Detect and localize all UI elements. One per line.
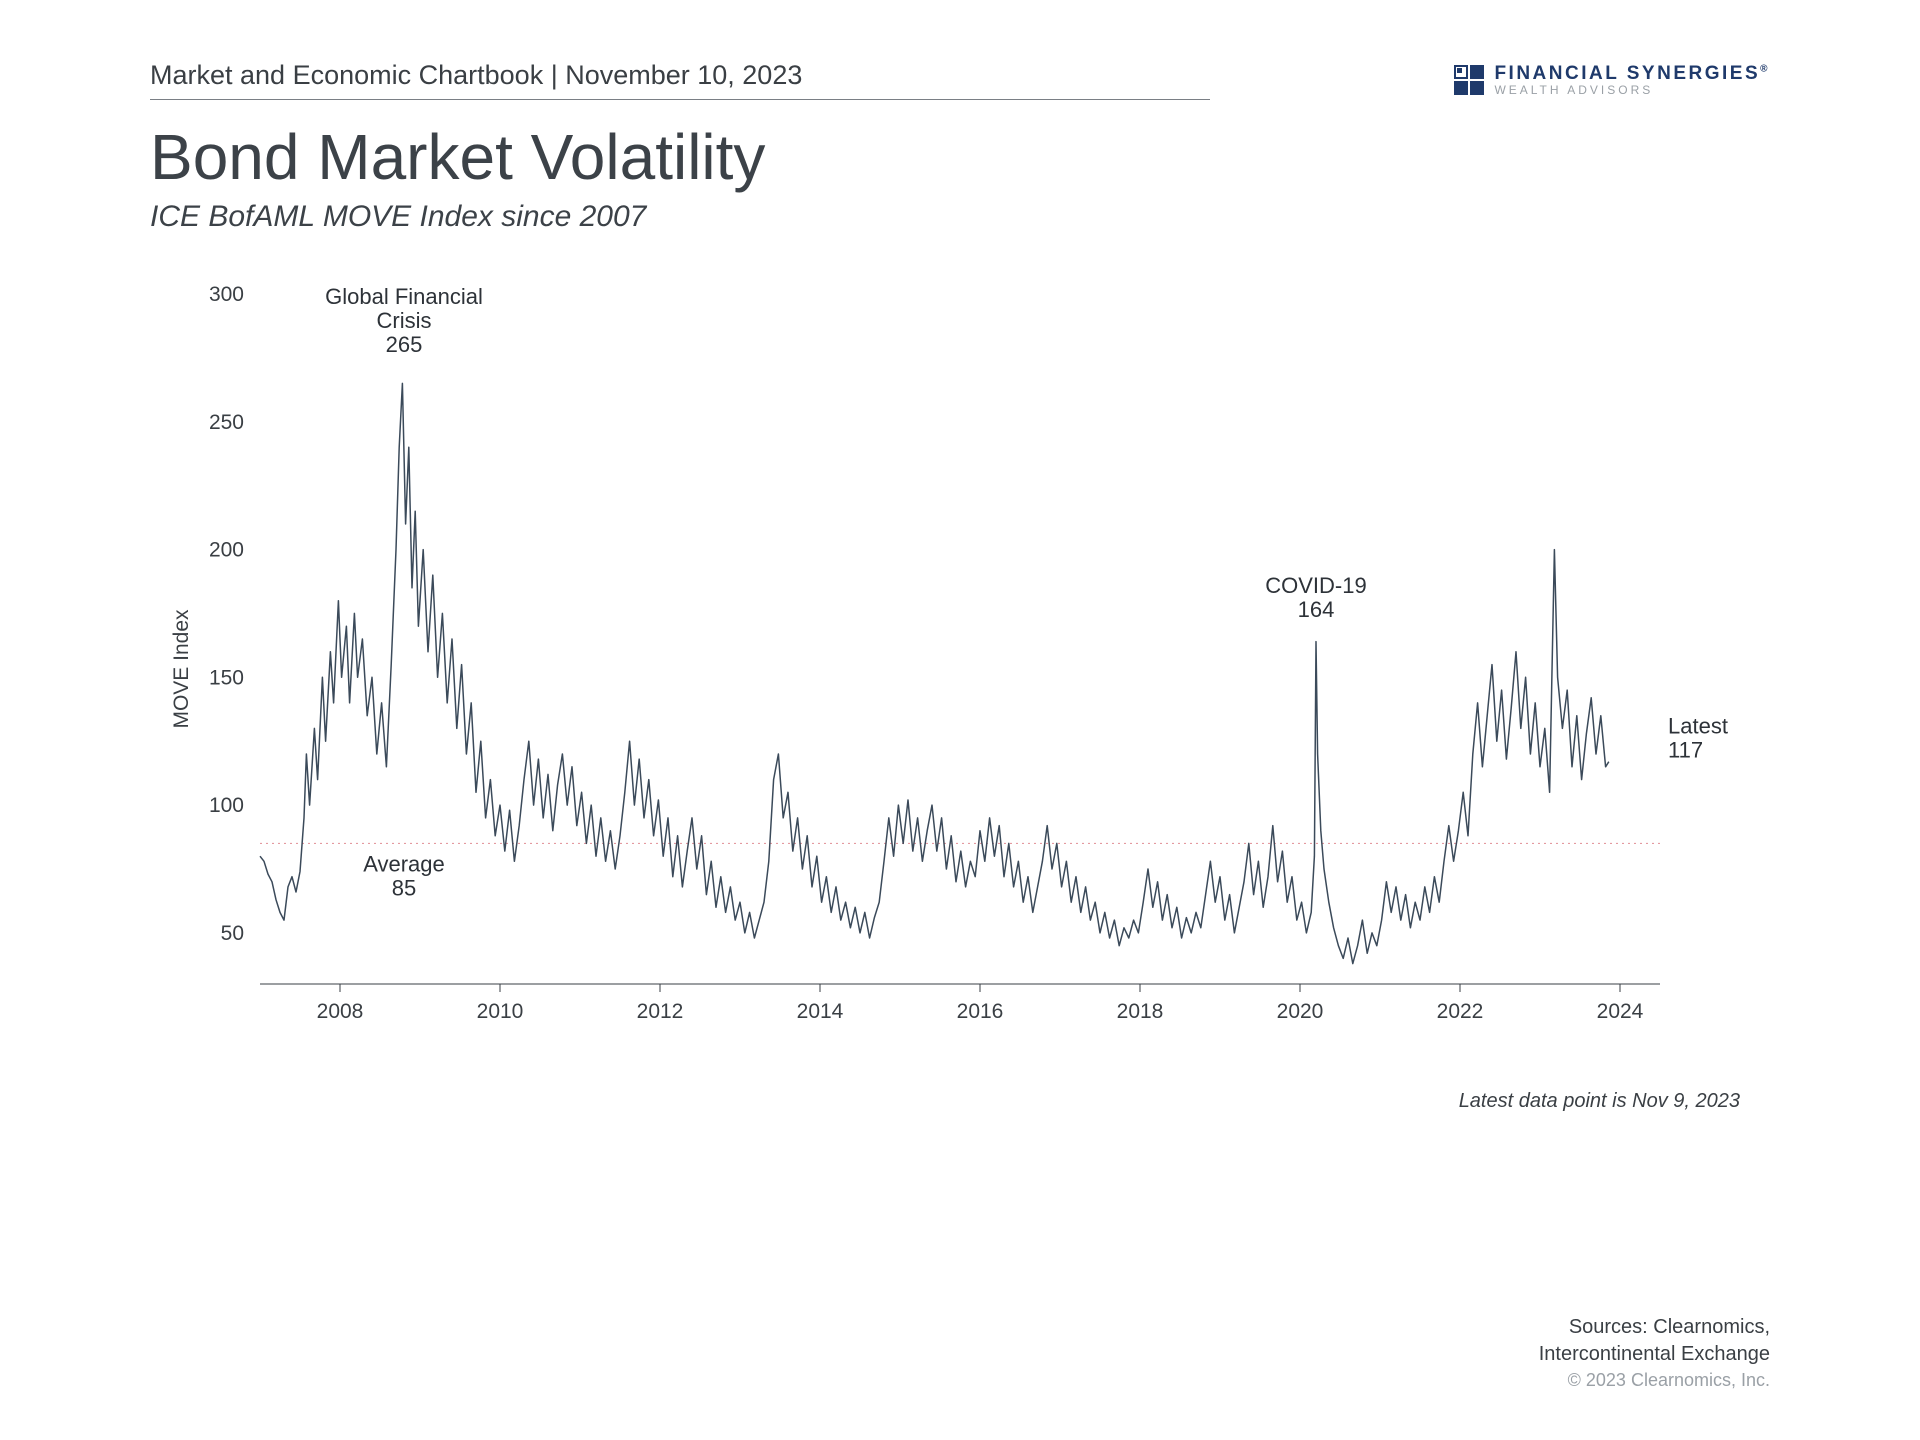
chart-title: Bond Market Volatility bbox=[150, 120, 1770, 194]
svg-text:85: 85 bbox=[392, 875, 416, 900]
svg-text:2008: 2008 bbox=[317, 1000, 364, 1023]
svg-text:164: 164 bbox=[1298, 597, 1335, 622]
svg-text:250: 250 bbox=[209, 411, 244, 434]
svg-text:MOVE Index: MOVE Index bbox=[170, 609, 193, 729]
svg-text:2020: 2020 bbox=[1277, 1000, 1324, 1023]
logo-mark-icon bbox=[1454, 65, 1484, 95]
svg-text:Average: Average bbox=[363, 851, 445, 876]
copyright: © 2023 Clearnomics, Inc. bbox=[1539, 1368, 1770, 1392]
sources-line1: Sources: Clearnomics, bbox=[1539, 1314, 1770, 1341]
chartbook-header: Market and Economic Chartbook | November… bbox=[150, 60, 1454, 91]
svg-text:2022: 2022 bbox=[1437, 1000, 1484, 1023]
sources-line2: Intercontinental Exchange bbox=[1539, 1341, 1770, 1368]
svg-text:200: 200 bbox=[209, 539, 244, 562]
svg-text:150: 150 bbox=[209, 666, 244, 689]
svg-text:100: 100 bbox=[209, 794, 244, 817]
header: Market and Economic Chartbook | November… bbox=[150, 60, 1770, 100]
logo-reg: ® bbox=[1760, 64, 1770, 75]
svg-text:2018: 2018 bbox=[1117, 1000, 1164, 1023]
logo-tagline: WEALTH ADVISORS bbox=[1494, 84, 1770, 97]
chart-subtitle: ICE BofAML MOVE Index since 2007 bbox=[150, 200, 1770, 234]
svg-text:Crisis: Crisis bbox=[377, 308, 432, 333]
svg-text:2010: 2010 bbox=[477, 1000, 524, 1023]
volatility-chart: 50 100 150 200 250 300 MOVE Index 2008 2010 2012 2… bbox=[150, 264, 1770, 1054]
svg-text:2024: 2024 bbox=[1597, 1000, 1644, 1023]
brand-logo: FINANCIAL SYNERGIES® WEALTH ADVISORS bbox=[1454, 64, 1770, 97]
svg-text:COVID-19: COVID-19 bbox=[1265, 573, 1366, 598]
svg-text:300: 300 bbox=[209, 283, 244, 306]
svg-text:Latest: Latest bbox=[1668, 714, 1728, 739]
svg-text:2016: 2016 bbox=[957, 1000, 1004, 1023]
data-note: Latest data point is Nov 9, 2023 bbox=[150, 1090, 1740, 1113]
svg-text:2014: 2014 bbox=[797, 1000, 844, 1023]
header-rule bbox=[150, 99, 1210, 100]
svg-text:265: 265 bbox=[386, 332, 423, 357]
logo-brand: FINANCIAL SYNERGIES bbox=[1494, 63, 1760, 84]
svg-text:50: 50 bbox=[221, 922, 244, 945]
svg-text:117: 117 bbox=[1668, 738, 1703, 763]
svg-text:Global Financial: Global Financial bbox=[325, 284, 483, 309]
footer: Sources: Clearnomics, Intercontinental E… bbox=[1539, 1314, 1770, 1392]
svg-text:2012: 2012 bbox=[637, 1000, 684, 1023]
